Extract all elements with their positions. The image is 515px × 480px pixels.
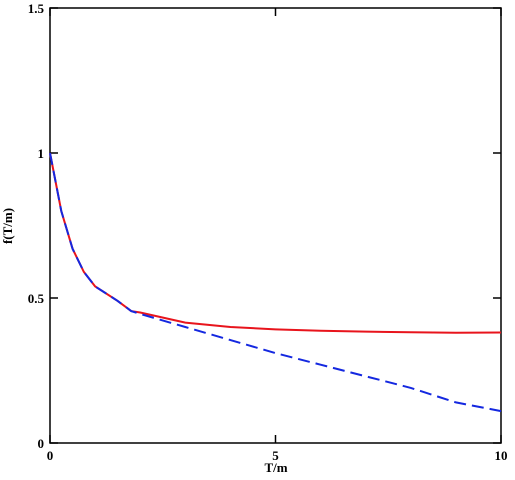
x-axis-label: T/m [264,460,287,475]
series-line [49,152,502,413]
y-tick-label: 0 [38,436,45,451]
plot-frame [49,7,502,444]
x-tick-label: 5 [272,448,279,463]
y-tick-label: 1.5 [28,1,45,16]
x-tick-label: 0 [47,448,54,463]
y-tick-label: 0.5 [28,291,45,306]
y-axis-label: f(T/m) [0,208,15,244]
x-tick-label: 10 [495,448,508,463]
series-line [49,152,502,334]
y-tick-label: 1 [38,146,45,161]
